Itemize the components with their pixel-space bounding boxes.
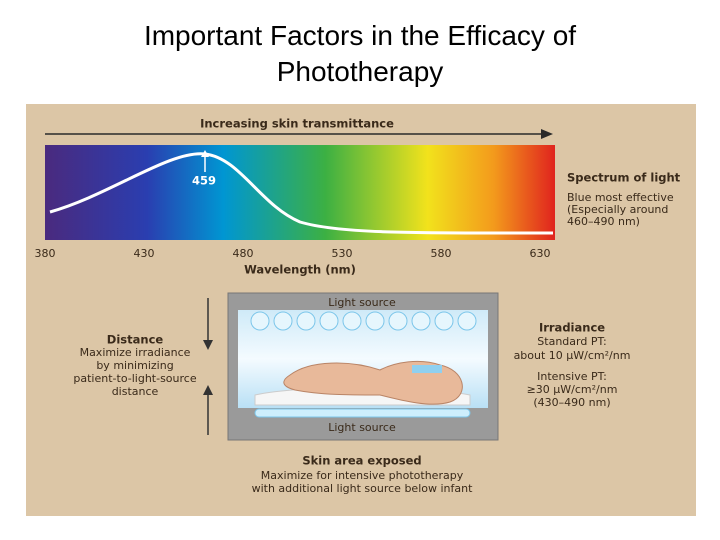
tick-label: 530 bbox=[332, 247, 353, 260]
text-line: distance bbox=[112, 385, 159, 398]
spectrum-bar bbox=[45, 145, 555, 240]
irradiance-heading: Irradiance bbox=[539, 321, 605, 335]
up-arrow-head bbox=[203, 385, 213, 395]
lamp bbox=[250, 311, 270, 331]
text-line: Blue most effective bbox=[567, 191, 674, 204]
tick-label: 430 bbox=[134, 247, 155, 260]
text-line: (430–490 nm) bbox=[533, 396, 610, 409]
lamp bbox=[434, 311, 454, 331]
text-line: about 10 µW/cm²/nm bbox=[514, 349, 631, 362]
slide-title: Important Factors in the Efficacy of Pho… bbox=[143, 20, 577, 87]
eye-shield bbox=[412, 365, 442, 373]
peak-arrow-head bbox=[201, 150, 209, 157]
lamp bbox=[457, 311, 477, 331]
text-line: ≥30 µW/cm²/nm bbox=[527, 383, 618, 396]
distance-heading: Distance bbox=[107, 333, 164, 347]
tick-label: 380 bbox=[35, 247, 56, 260]
text-line: 460–490 nm) bbox=[567, 215, 640, 228]
text-line: (Especially around bbox=[567, 203, 668, 216]
text-line: Intensive PT: bbox=[537, 370, 607, 383]
peak-label: 459 bbox=[192, 174, 216, 188]
text-line: Maximize irradiance bbox=[80, 346, 191, 359]
tick-label: 630 bbox=[530, 247, 551, 260]
lamp bbox=[273, 311, 293, 331]
bottom-light-label: Light source bbox=[328, 421, 396, 434]
bottom-lamp bbox=[254, 408, 471, 418]
text-line: patient-to-light-source bbox=[73, 372, 196, 385]
text-line: by minimizing bbox=[96, 359, 173, 372]
lamp bbox=[319, 311, 339, 331]
lamp bbox=[342, 311, 362, 331]
skin-heading: Skin area exposed bbox=[302, 454, 421, 468]
text-line: Standard PT: bbox=[537, 335, 606, 348]
top-light-label: Light source bbox=[328, 296, 396, 309]
lamp bbox=[296, 311, 316, 331]
text-line: with additional light source below infan… bbox=[252, 482, 474, 495]
lamp bbox=[388, 311, 408, 331]
arrow-head bbox=[541, 129, 553, 139]
arrow-label: Increasing skin transmittance bbox=[200, 117, 394, 131]
axis-label: Wavelength (nm) bbox=[244, 263, 356, 277]
spectrum-heading: Spectrum of light bbox=[567, 171, 681, 185]
tick-label: 580 bbox=[431, 247, 452, 260]
transmittance-curve bbox=[49, 152, 554, 235]
tick-label: 480 bbox=[233, 247, 254, 260]
lamp bbox=[411, 311, 431, 331]
down-arrow-head bbox=[203, 340, 213, 350]
text-line: Maximize for intensive phototherapy bbox=[261, 469, 464, 482]
lamp bbox=[365, 311, 385, 331]
